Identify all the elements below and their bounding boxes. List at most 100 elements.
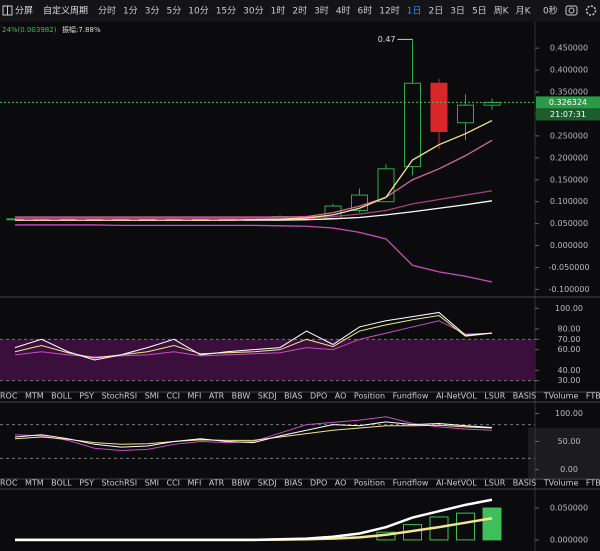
indicator-tab[interactable]: BIAS [284,392,302,401]
indicator-tab[interactable]: DPO [310,479,327,488]
bar [456,512,475,541]
period-button[interactable]: 12时 [379,5,399,17]
y-tick-label: 0.250000 [550,131,588,140]
settings-icon[interactable] [585,5,597,16]
indicator-tab[interactable]: BBW [232,392,251,401]
indicator-tab[interactable]: AO [335,479,347,488]
indicator-tab[interactable]: LSUR [484,479,505,488]
indicator-tab[interactable]: TVolume [543,479,579,488]
scroll-shade [528,428,600,480]
indicator-tab[interactable]: MTM [25,479,44,488]
y-tick-label: -0.100000 [548,285,589,294]
change-info: 24%(0.003982) [2,26,57,34]
period-button[interactable]: 周K [494,6,510,17]
indicator-tab[interactable]: MFI [187,479,201,488]
camera-icon[interactable] [565,5,578,16]
indicator-tab[interactable]: StochRSI [102,479,138,488]
candle-body [457,104,474,124]
indicator-tab[interactable]: BASIS [513,479,536,488]
bar [482,507,502,541]
indicator-tab[interactable]: BIAS [284,479,302,488]
period-button[interactable]: 3时 [314,5,329,17]
indicator-line [14,315,493,359]
indicator-tab[interactable]: StochRSI [102,392,138,401]
indicator-tab[interactable]: SKDJ [258,392,277,401]
indicator-tab[interactable]: MFI [187,392,201,401]
period-button[interactable]: 15分 [216,6,236,17]
period-button[interactable]: 分时 [98,5,116,17]
indicator-tab[interactable]: FTBS [586,479,600,488]
y-tick-label: 0.050000 [550,219,588,228]
indicator-tab[interactable]: PSY [79,392,94,401]
y-tick-label: 80.00 [558,325,581,334]
indicator-tab[interactable]: ATR [209,479,225,488]
y-tick-label: 30.00 [558,376,581,385]
y-tick-label: 100.00 [555,409,583,418]
period-button[interactable]: 3分 [145,6,160,17]
indicator-tab[interactable]: ROC [0,479,18,488]
indicator-tab[interactable]: Position [354,392,385,401]
countdown-box [536,108,600,121]
indicator-tab[interactable]: SKDJ [258,479,277,488]
period-button[interactable]: 2时 [292,5,307,17]
indicator-line [14,416,493,451]
camera-lens [568,7,575,14]
refresh-label[interactable]: 0秒 [543,5,558,17]
indicator-tab[interactable]: Fundflow [393,479,429,488]
indicator-tab[interactable]: CCI [166,392,180,401]
indicator-tab[interactable]: BOLL [51,479,72,488]
y-tick-label: 0.100000 [550,197,588,206]
amplitude-info: 振幅:7.88% [62,25,101,34]
period-button[interactable]: 5日 [472,6,487,17]
y-tick-label: 0.000000 [550,241,588,250]
indicator-tab[interactable]: BASIS [513,392,536,401]
y-tick-label: 0.350000 [550,88,588,97]
last-price-box [536,96,600,109]
last-price-label: 0.326324 [549,98,587,107]
indicator-tab[interactable]: MTM [25,392,44,401]
band-fill [0,339,535,381]
y-tick-label: 100.00 [555,304,583,313]
y-tick-label: 0.050000 [550,504,588,513]
custom-period[interactable]: 自定义周期 [43,5,88,17]
indicator-tab[interactable]: PSY [79,479,94,488]
period-button[interactable]: 1日 [407,6,422,17]
period-button[interactable]: 1时 [271,5,286,17]
split-button[interactable]: 分屏 [15,6,33,17]
indicator-tab[interactable]: Fundflow [393,392,429,401]
indicator-tab[interactable]: AO [335,392,347,401]
period-button[interactable]: 10分 [188,6,208,17]
indicator-tab[interactable]: Position [354,479,385,488]
candle-body [404,82,421,168]
period-button[interactable]: 1分 [123,6,138,17]
indicator-tab[interactable]: AI-NetVOL [436,392,477,401]
indicator-tab[interactable]: TVolume [543,392,579,401]
indicator-line [14,421,493,448]
indicator-tab[interactable]: AI-NetVOL [436,479,477,488]
indicator-tab[interactable]: SMI [145,392,159,401]
period-button[interactable]: 5分 [167,6,182,17]
y-tick-label: 0.400000 [550,66,588,75]
indicator-tab[interactable]: BOLL [51,392,72,401]
indicator-line [15,498,493,542]
period-button[interactable]: 30分 [243,6,263,17]
indicator-tab[interactable]: BBW [232,479,251,488]
countdown-label: 21:07:31 [550,110,586,119]
indicator-tab[interactable]: ATR [209,392,225,401]
period-button[interactable]: 2日 [428,6,443,17]
indicator-line [15,224,493,283]
period-button[interactable]: 月K [516,6,532,17]
period-button[interactable]: 6时 [358,5,373,17]
period-button[interactable]: 4时 [336,5,351,17]
indicator-tab[interactable]: DPO [310,392,327,401]
y-tick-label: 0.450000 [550,44,588,53]
period-button[interactable]: 3日 [450,6,465,17]
indicator-tab[interactable]: FTBS [586,392,600,401]
indicator-tab[interactable]: LSUR [484,392,505,401]
indicator-tab[interactable]: SMI [145,479,159,488]
y-tick-label: 40.00 [558,366,581,375]
indicator-tab[interactable]: ROC [0,392,18,401]
toolbar-bg [0,0,600,22]
indicator-tab[interactable]: CCI [166,479,180,488]
